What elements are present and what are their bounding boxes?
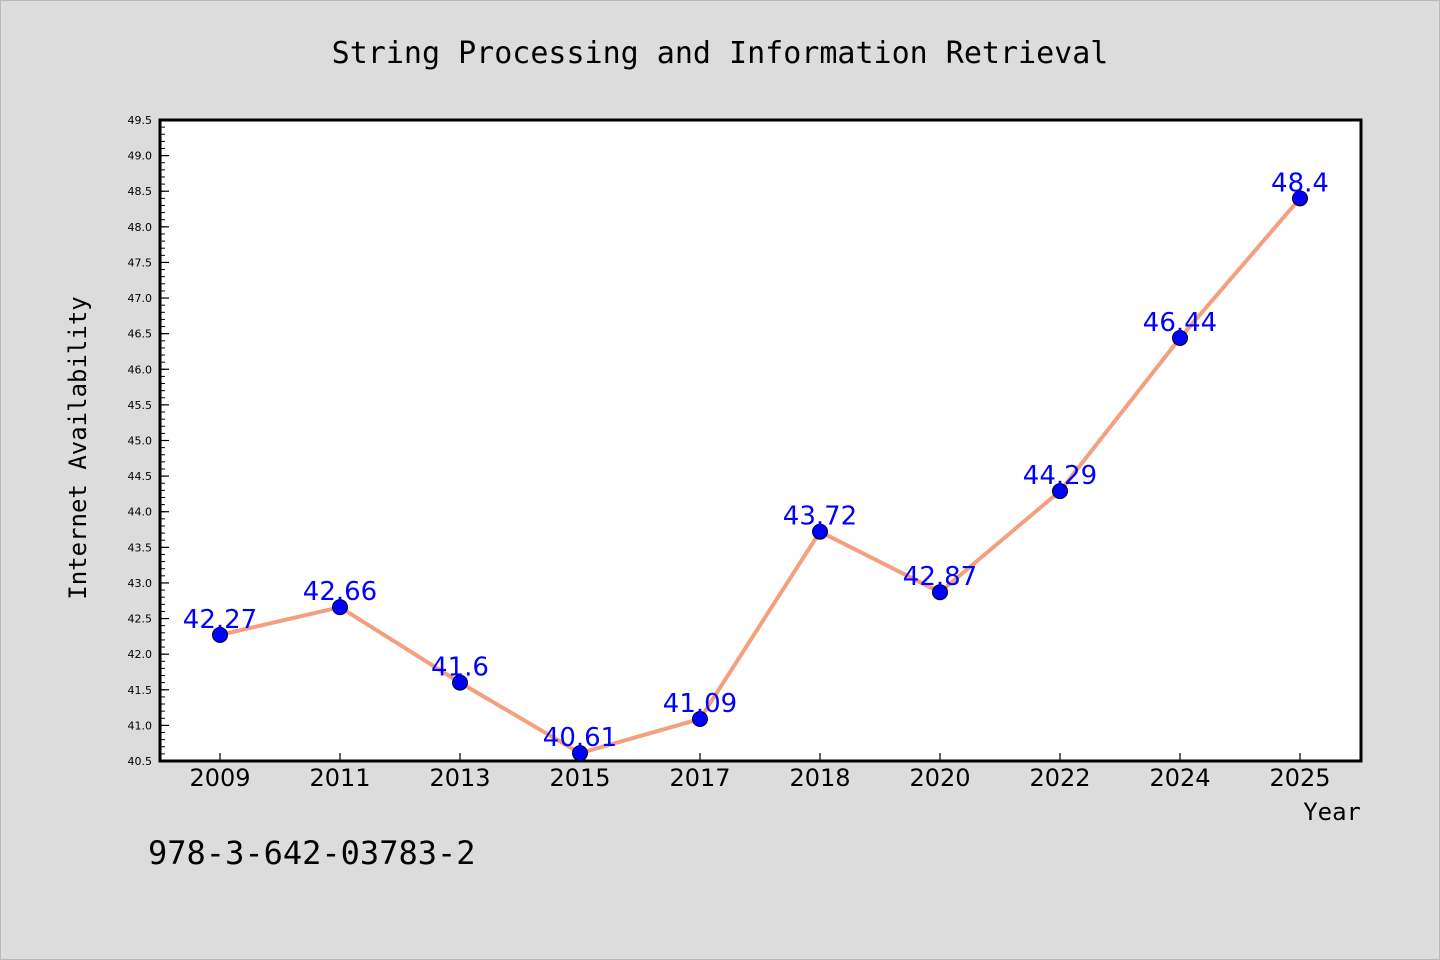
- data-point: [452, 674, 468, 691]
- y-tick-label: 43.0: [128, 577, 153, 590]
- y-tick-label: 46.5: [128, 328, 153, 341]
- data-label: 41.6: [431, 653, 489, 683]
- y-tick-label: 40.5: [128, 755, 153, 768]
- x-tick-label: 2024: [1149, 764, 1210, 792]
- x-tick-label: 2020: [909, 764, 970, 792]
- series-line: [219, 197, 1302, 756]
- y-tick-label: 49.0: [128, 150, 153, 163]
- footer-isbn-text: 978-3-642-03783-2: [148, 834, 476, 872]
- y-axis-ticks: 40.5 41.0 41.5 42.0 42.5 43.0 43.5 44.0 44.5 45.0…: [128, 114, 169, 768]
- y-tick-label: 44.5: [128, 470, 153, 483]
- y-tick-label: 41.0: [128, 719, 153, 732]
- y-tick-label: 48.0: [128, 221, 153, 234]
- data-label: 40.61: [543, 723, 617, 753]
- data-label: 46.44: [1143, 308, 1217, 338]
- data-point: [932, 584, 948, 601]
- x-axis-label: Year: [1303, 798, 1361, 826]
- y-tick-label: 44.0: [128, 506, 153, 519]
- x-tick-label: 2015: [549, 764, 610, 792]
- data-point: [212, 626, 228, 643]
- y-tick-label: 42.5: [128, 613, 153, 626]
- data-point: [332, 599, 348, 616]
- y-tick-label: 45.0: [128, 435, 153, 448]
- data-point: [1172, 329, 1188, 346]
- x-tick-label: 2022: [1029, 764, 1090, 792]
- data-point: [812, 523, 828, 540]
- data-label: 48.4: [1271, 168, 1329, 198]
- data-points: [212, 190, 1308, 762]
- data-point: [692, 710, 708, 727]
- y-tick-label: 42.0: [128, 648, 153, 661]
- x-tick-label: 2009: [189, 764, 250, 792]
- y-minor-ticks: [160, 119, 165, 762]
- y-tick-label: 47.0: [128, 292, 153, 305]
- y-tick-label: 46.0: [128, 363, 153, 376]
- y-tick-label: 43.5: [128, 541, 153, 554]
- data-label: 43.72: [783, 502, 857, 532]
- x-tick-label: 2011: [309, 764, 370, 792]
- x-axis-ticks: 2009 2011 2013 2015 2017 2018 2020 2022 2024 2025: [189, 753, 1331, 792]
- data-labels: 42.27 42.66 41.6 40.61 41.09 43.72 42.87 44.29 4…: [183, 168, 1329, 753]
- x-tick-label: 2025: [1269, 764, 1330, 792]
- y-axis-label: Internet Availability: [64, 296, 92, 599]
- y-tick-label: 41.5: [128, 684, 153, 697]
- x-tick-label: 2017: [669, 764, 730, 792]
- data-label: 42.87: [903, 562, 977, 592]
- data-point: [1052, 483, 1068, 500]
- data-label: 42.27: [183, 605, 257, 635]
- y-tick-label: 47.5: [128, 256, 153, 269]
- y-tick-label: 49.5: [128, 114, 153, 127]
- chart-title: String Processing and Information Retrie…: [332, 36, 1109, 71]
- data-label: 42.66: [303, 577, 377, 607]
- data-point: [572, 745, 588, 762]
- y-tick-label: 48.5: [128, 185, 153, 198]
- data-label: 41.09: [663, 689, 737, 719]
- y-tick-label: 45.5: [128, 399, 153, 412]
- data-point: [1292, 190, 1308, 207]
- x-tick-label: 2018: [789, 764, 850, 792]
- plot-area: [158, 118, 1363, 763]
- x-tick-label: 2013: [429, 764, 490, 792]
- data-label: 44.29: [1023, 461, 1097, 491]
